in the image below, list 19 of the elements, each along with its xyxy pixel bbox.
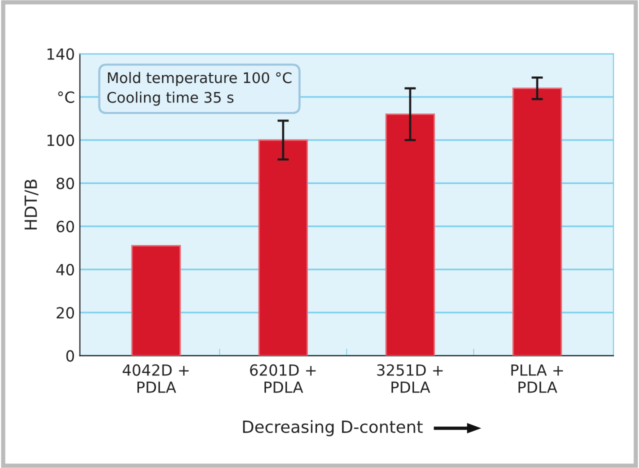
x-tick-label: 3251D + PDLA xyxy=(377,364,443,393)
y-tick-label: 60 xyxy=(56,220,74,232)
y-axis-title: HDT/B xyxy=(24,180,38,230)
y-tick-label: 100 xyxy=(48,134,74,146)
y-tick-label: 140 xyxy=(48,48,74,60)
bar xyxy=(258,139,308,356)
bar xyxy=(131,245,181,356)
x-tick-label: 4042D + PDLA xyxy=(122,364,189,393)
annotation: Mold temperature 100 °C Cooling time 35 s xyxy=(107,72,292,106)
y-tick-label: °C xyxy=(58,91,74,103)
x-tick-label: PLLA + PDLA xyxy=(511,364,563,393)
x-tick-label: 6201D + PDLA xyxy=(250,364,316,393)
y-tick-label: 0 xyxy=(66,350,74,362)
y-tick-label: 80 xyxy=(56,178,74,190)
bar xyxy=(385,113,436,356)
y-tick-label: 20 xyxy=(56,307,74,319)
bar xyxy=(512,88,562,356)
x-axis-title: Decreasing D-content xyxy=(243,420,423,436)
y-tick-label: 40 xyxy=(56,264,74,276)
